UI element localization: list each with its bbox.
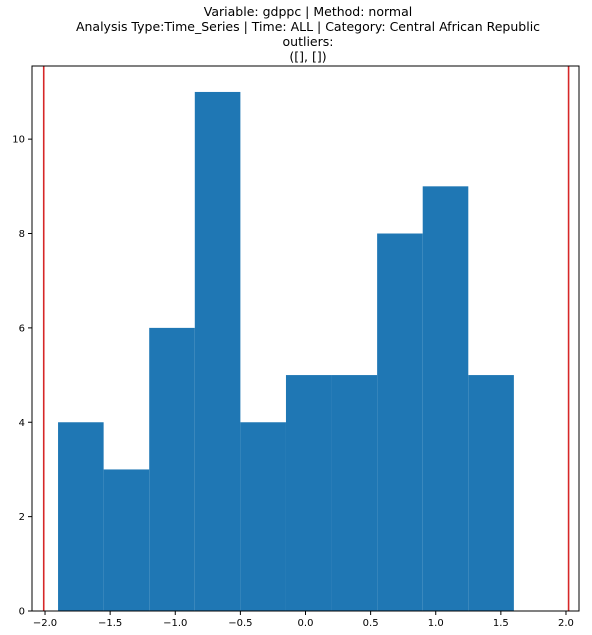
bars-group bbox=[58, 91, 514, 612]
x-tick-label: 1.5 bbox=[493, 618, 509, 629]
x-tick-label: 0.5 bbox=[363, 618, 379, 629]
x-tick-label: −0.5 bbox=[228, 618, 252, 629]
bar-8 bbox=[377, 233, 423, 612]
y-tick-label: 2 bbox=[19, 512, 25, 523]
bar-3 bbox=[149, 327, 195, 611]
title-line-1: Variable: gdppc | Method: normal bbox=[203, 4, 413, 19]
x-tick-label: −1.0 bbox=[163, 618, 187, 629]
title-line-3: outliers: bbox=[282, 34, 334, 49]
y-tick-label: 6 bbox=[19, 323, 25, 334]
title-line-2: Analysis Type:Time_Series | Time: ALL | … bbox=[75, 19, 541, 34]
y-tick-label: 8 bbox=[19, 229, 25, 240]
bar-7 bbox=[331, 375, 378, 611]
y-tick-label: 0 bbox=[19, 607, 25, 618]
bar-2 bbox=[103, 469, 150, 611]
bar-9 bbox=[422, 186, 469, 611]
x-tick-label: 1.0 bbox=[428, 618, 444, 629]
x-tick-label: −2.0 bbox=[33, 618, 57, 629]
bar-6 bbox=[285, 375, 332, 611]
bar-5 bbox=[240, 422, 286, 611]
y-tick-label: 10 bbox=[12, 135, 25, 146]
chart-title: Variable: gdppc | Method: normal Analysi… bbox=[0, 4, 592, 64]
y-tick-label: 4 bbox=[19, 418, 25, 429]
y-axis: 0 2 4 6 8 10 bbox=[12, 135, 32, 618]
x-tick-label: −1.5 bbox=[98, 618, 122, 629]
bar-4 bbox=[194, 91, 241, 611]
x-tick-label: 0.0 bbox=[298, 618, 314, 629]
bar-1 bbox=[58, 422, 104, 611]
x-tick-label: 2.0 bbox=[558, 618, 574, 629]
title-line-4: ([], []) bbox=[289, 49, 327, 64]
threshold-lines-group bbox=[42, 66, 570, 611]
bar-10 bbox=[468, 375, 514, 611]
x-axis: −2.0 −1.5 −1.0 −0.5 0.0 0.5 1.0 1.5 2.0 bbox=[33, 611, 574, 629]
